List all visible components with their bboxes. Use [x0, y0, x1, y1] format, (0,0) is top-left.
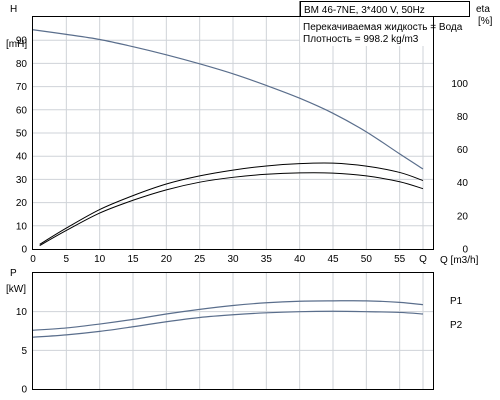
annotation-liquid: Перекачиваемая жидкость = Вода — [303, 22, 463, 33]
y-tick-label: 0 — [21, 245, 27, 256]
y-axis-label-right: eta — [476, 4, 490, 15]
power-plot-series — [32, 300, 424, 338]
x-tick-label: 5 — [64, 254, 70, 265]
y-right-tick-label: 100 — [451, 79, 468, 90]
power-axis-unit: [kW] — [6, 284, 26, 295]
power-y-tick-label: 0 — [21, 385, 27, 396]
head-plot-ticks: 0 5 10 15 20 25 30 35 40 45 50 55 Q 0 10 20 30 40 50 60 70 80… — [16, 36, 469, 265]
efficiency-curve-1 — [39, 162, 424, 245]
x-tick-label: 45 — [327, 254, 339, 265]
power-y-tick-label: 5 — [21, 346, 27, 357]
efficiency-curve-2 — [39, 172, 424, 246]
y-right-tick-label: 0 — [462, 245, 468, 256]
y-axis-unit-left: [mH] — [6, 39, 27, 50]
head-curve — [32, 29, 424, 170]
title-box — [300, 1, 470, 17]
y-right-tick-label: 20 — [457, 211, 469, 222]
power-curve-p1 — [32, 300, 424, 331]
x-tick-label: 55 — [394, 254, 406, 265]
y-tick-label: 80 — [16, 59, 28, 70]
y-tick-label: 40 — [16, 152, 28, 163]
y-tick-label: 90 — [16, 36, 28, 47]
power-plot-grid — [33, 273, 433, 389]
head-plot-frame — [32, 16, 434, 250]
power-plot-ticks: 0 5 10 — [16, 307, 28, 395]
x-tick-label: 40 — [294, 254, 306, 265]
y-right-tick-label: 60 — [457, 145, 469, 156]
y-right-tick-label: 80 — [457, 112, 469, 123]
x-tick-label: 50 — [361, 254, 373, 265]
x-tick-label: 35 — [261, 254, 273, 265]
power-curve-p2 — [32, 310, 424, 338]
chart-title: BM 46-7NE, 3*400 V, 50Hz — [304, 5, 425, 16]
x-tick-label-q: Q — [419, 254, 427, 265]
y-tick-label: 50 — [16, 129, 28, 140]
x-tick-label: 15 — [127, 254, 139, 265]
head-plot-series — [32, 29, 424, 246]
x-tick-label: 10 — [94, 254, 106, 265]
x-tick-label: 0 — [30, 254, 36, 265]
y-tick-label: 20 — [16, 198, 28, 209]
power-y-tick-label: 10 — [16, 307, 28, 318]
y-right-tick-label: 40 — [457, 178, 469, 189]
y-axis-unit-right: [%] — [478, 16, 493, 27]
legend-p1: P1 — [450, 296, 463, 307]
x-tick-label: 30 — [227, 254, 239, 265]
y-tick-label: 70 — [16, 82, 28, 93]
legend-p2: P2 — [450, 320, 463, 331]
x-axis-label: Q [m3/h] — [440, 255, 479, 266]
x-tick-label: 25 — [194, 254, 206, 265]
y-tick-label: 30 — [16, 175, 28, 186]
y-tick-label: 10 — [16, 221, 28, 232]
head-plot-grid — [33, 17, 433, 249]
info-box — [300, 17, 433, 46]
y-tick-label: 60 — [16, 105, 28, 116]
power-axis-label: P — [10, 268, 17, 279]
annotation-density: Плотность = 998.2 kg/m3 — [303, 34, 419, 45]
y-axis-label-left: H — [10, 4, 17, 15]
power-plot-frame — [32, 272, 434, 390]
x-tick-label: 20 — [161, 254, 173, 265]
